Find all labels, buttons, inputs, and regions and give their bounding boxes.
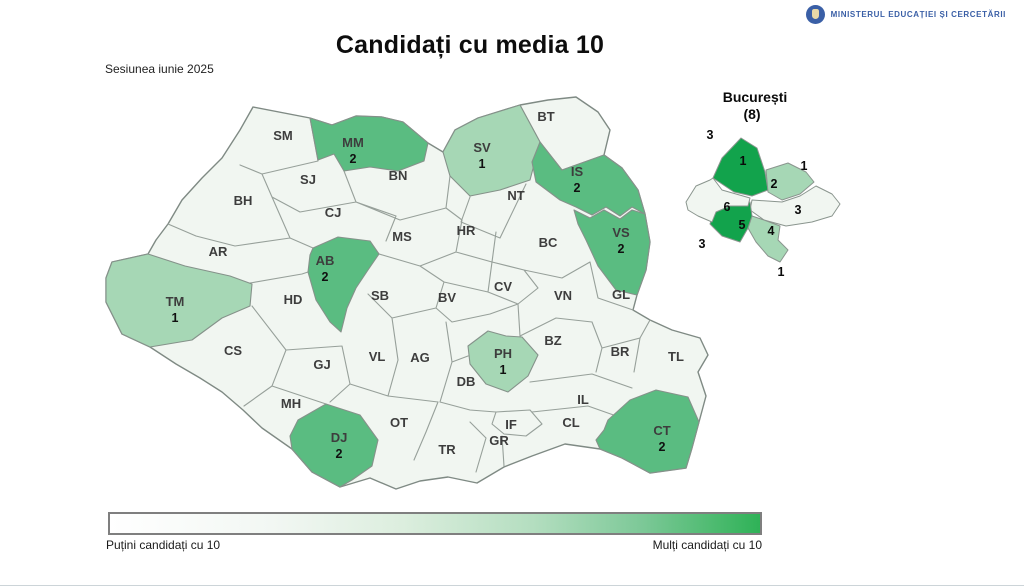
county-code-label: IF — [505, 417, 517, 432]
bucharest-title: București — [723, 89, 788, 105]
county-code-label: HR — [457, 223, 476, 238]
map-labels-layer: SM MM 2 SV 1 BT SJ BN IS 2 BH CJ NT MS HR AR BC VS 2 AB 2 SB T… — [166, 89, 808, 461]
county-shape-ab — [307, 236, 380, 333]
county-code-label: IS — [571, 164, 584, 179]
county-code-label: MS — [392, 229, 412, 244]
sector-value-label: 3 — [699, 237, 706, 251]
county-code-label: BC — [539, 235, 558, 250]
county-code-label: DJ — [331, 430, 348, 445]
county-code-label: GL — [612, 287, 630, 302]
sector-value-label: 1 — [778, 265, 785, 279]
sector-number-label: 4 — [768, 224, 775, 238]
bucharest-sector-4 — [747, 215, 789, 263]
county-code-label: GR — [489, 433, 509, 448]
sector-value-label: 1 — [801, 159, 808, 173]
county-code-label: VN — [554, 288, 572, 303]
page-title: Candidați cu media 10 — [335, 31, 605, 59]
bucharest-sector-2 — [765, 162, 815, 201]
county-code-label: BT — [537, 109, 554, 124]
county-value-label: 2 — [659, 440, 666, 454]
county-code-label: CJ — [325, 205, 342, 220]
sector-number-label: 1 — [740, 154, 747, 168]
county-code-label: MM — [342, 135, 364, 150]
bucharest-inset — [685, 137, 841, 263]
bucharest-sector-3 — [749, 185, 841, 227]
ministry-emblem-icon — [805, 5, 825, 24]
county-code-label: TR — [438, 442, 456, 457]
county-value-label: 2 — [322, 270, 329, 284]
session-label: Sesiunea iunie 2025 — [105, 62, 214, 76]
county-code-label: OT — [390, 415, 408, 430]
county-shape-ct — [595, 389, 700, 474]
legend-gradient-bar — [108, 512, 762, 535]
county-code-label: BZ — [544, 333, 561, 348]
county-value-label: 2 — [618, 242, 625, 256]
county-shape-vs — [573, 209, 651, 296]
county-code-label: CL — [562, 415, 579, 430]
county-code-label: DB — [457, 374, 476, 389]
sector-number-label: 3 — [795, 203, 802, 217]
county-code-label: HD — [284, 292, 303, 307]
sector-number-label: 2 — [771, 177, 778, 191]
bucharest-sector-6 — [685, 177, 751, 223]
county-shape-dj — [289, 403, 379, 488]
legend-low-label: Puțini candidați cu 10 — [106, 538, 221, 552]
county-code-label: CS — [224, 343, 242, 358]
ministry-name: MINISTERUL EDUCAȚIEI ȘI CERCETĂRII — [830, 10, 1006, 19]
county-code-label: AG — [410, 350, 430, 365]
county-code-label: SM — [273, 128, 293, 143]
county-value-label: 2 — [574, 181, 581, 195]
county-shape-mm — [309, 115, 429, 172]
county-value-label: 1 — [479, 157, 486, 171]
county-code-label: AR — [209, 244, 228, 259]
slide-bottom-divider — [0, 585, 1024, 586]
county-shape-ph — [467, 330, 539, 393]
county-code-label: CV — [494, 279, 512, 294]
county-code-label: BH — [234, 193, 253, 208]
bucharest-sector-1 — [712, 137, 769, 197]
bucharest-total: (8) — [743, 106, 760, 122]
county-code-label: MH — [281, 396, 301, 411]
sector-number-label: 6 — [724, 200, 731, 214]
county-value-label: 1 — [172, 311, 179, 325]
county-code-label: NT — [507, 188, 524, 203]
county-code-label: CT — [653, 423, 670, 438]
county-code-label: BN — [389, 168, 408, 183]
county-value-label: 2 — [350, 152, 357, 166]
county-shape-is — [531, 141, 646, 217]
county-value-label: 1 — [500, 363, 507, 377]
county-code-label: VL — [369, 349, 386, 364]
county-code-label: PH — [494, 346, 512, 361]
county-code-label: VS — [612, 225, 630, 240]
county-code-label: SB — [371, 288, 389, 303]
sector-number-label: 5 — [739, 218, 746, 232]
county-code-label: BR — [611, 344, 630, 359]
county-code-label: BV — [438, 290, 456, 305]
ministry-logo: MINISTERUL EDUCAȚIEI ȘI CERCETĂRII — [805, 5, 1006, 24]
county-code-label: SJ — [300, 172, 316, 187]
county-code-label: SV — [473, 140, 491, 155]
county-value-label: 2 — [336, 447, 343, 461]
legend-high-label: Mulți candidați cu 10 — [652, 538, 762, 552]
sector-value-label: 3 — [707, 128, 714, 142]
county-code-label: TM — [166, 294, 185, 309]
county-code-label: GJ — [313, 357, 330, 372]
county-code-label: IL — [577, 392, 589, 407]
county-code-label: AB — [316, 253, 335, 268]
county-shape-tm — [105, 253, 253, 348]
county-code-label: TL — [668, 349, 684, 364]
